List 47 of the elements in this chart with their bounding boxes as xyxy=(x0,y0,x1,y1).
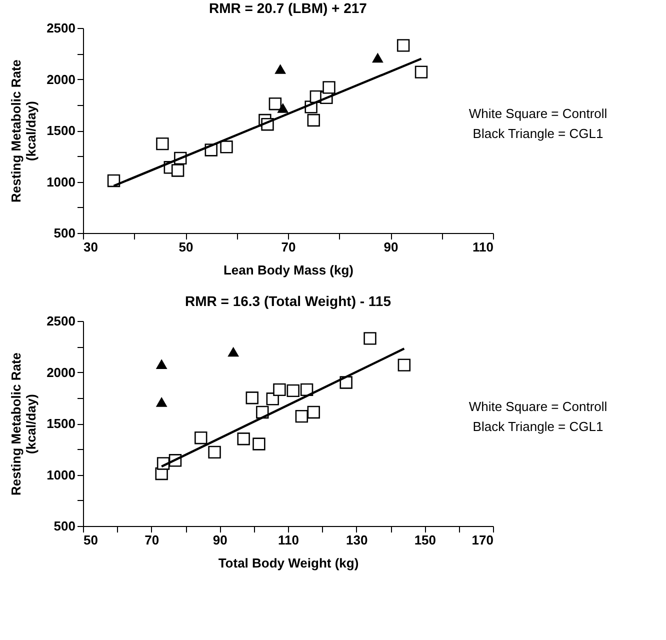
point xyxy=(237,432,250,446)
x-axis-title: Total Body Weight (kg) xyxy=(218,556,359,570)
point xyxy=(208,446,221,459)
annotation: White Square = Controll xyxy=(468,106,608,122)
point xyxy=(156,397,168,407)
x-tick-label: 90 xyxy=(212,532,228,548)
point xyxy=(286,384,300,398)
annotation: White Square = Controll xyxy=(468,399,608,414)
point xyxy=(295,410,308,423)
y-tick-label: 1500 xyxy=(46,416,76,431)
point xyxy=(252,438,266,450)
y-tick-label: 2500 xyxy=(46,20,76,36)
point xyxy=(307,406,320,419)
x-tick-label: 50 xyxy=(84,532,98,548)
chart-title: RMR = 16.3 (Total Weight) - 115 xyxy=(184,293,392,309)
point xyxy=(398,358,411,372)
annotation: Black Triangle = CGL1 xyxy=(472,419,604,434)
chart-title: RMR = 20.7 (LBM) + 217 xyxy=(209,0,368,16)
y-tick-label: 2000 xyxy=(46,364,76,380)
point xyxy=(246,392,258,404)
point xyxy=(228,346,240,357)
y-axis-title: Resting Metabolic Rate (kcal/day) xyxy=(8,352,39,496)
x-tick-label: 150 xyxy=(414,532,436,548)
point xyxy=(156,359,168,369)
x-tick-label: 30 xyxy=(84,240,98,254)
point xyxy=(273,383,286,396)
y-tick-label: 2000 xyxy=(46,72,76,87)
point xyxy=(194,432,208,444)
x-tick-label: 90 xyxy=(384,240,398,254)
y-axis-title: Resting Metabolic Rate (kcal/day) xyxy=(8,59,39,203)
y-tick-label: 1500 xyxy=(46,123,76,138)
x-tick-label: 50 xyxy=(178,240,194,254)
x-tick-label: 170 xyxy=(472,532,494,548)
y-tick-label: 1000 xyxy=(46,467,76,482)
x-tick-label: 110 xyxy=(472,240,494,254)
x-tick-label: 130 xyxy=(346,532,368,548)
y-tick-label: 500 xyxy=(54,226,76,240)
annotation: Black Triangle = CGL1 xyxy=(472,126,604,142)
x-tick-label: 110 xyxy=(278,532,299,548)
y-tick-label: 2500 xyxy=(46,314,76,328)
x-axis-title: Lean Body Mass (kg) xyxy=(223,262,354,278)
y-tick-label: 500 xyxy=(54,518,76,534)
x-tick-label: 70 xyxy=(281,240,296,254)
y-tick-label: 1000 xyxy=(46,174,76,190)
point xyxy=(364,332,376,345)
x-tick-label: 70 xyxy=(144,532,160,548)
point xyxy=(340,376,352,389)
